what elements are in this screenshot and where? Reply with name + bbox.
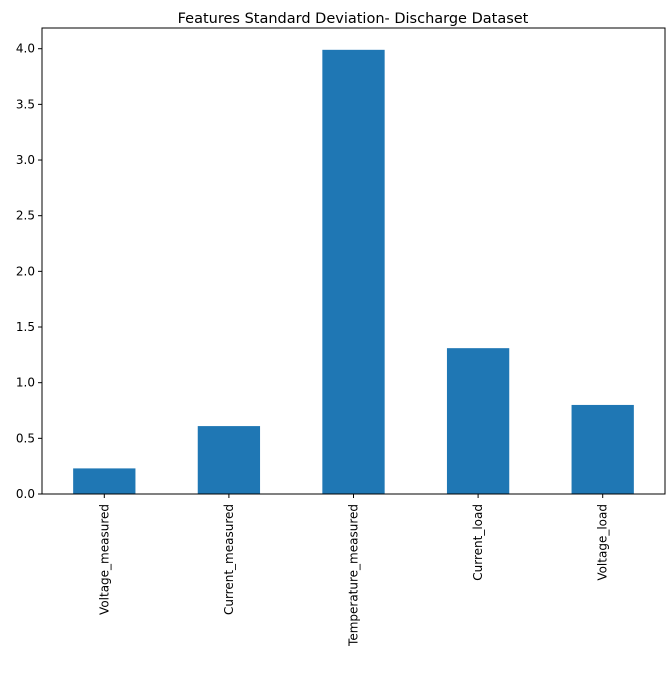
y-tick-label: 0.5	[16, 431, 35, 445]
x-tick-label: Temperature_measured	[347, 504, 361, 647]
bar-current-load	[446, 348, 510, 494]
bar-voltage-measured	[73, 468, 136, 494]
y-tick-label: 2.0	[16, 264, 35, 278]
y-tick-label: 3.0	[16, 153, 35, 167]
y-tick-label: 3.5	[16, 97, 35, 111]
bar-voltage-load	[571, 404, 634, 494]
x-axis: Voltage_measured Current_measured Temperat…	[97, 494, 610, 647]
y-tick-label: 4.0	[16, 42, 35, 56]
bar-current-measured	[197, 426, 261, 494]
x-tick-label: Voltage_load	[596, 504, 610, 581]
chart-title: Features Standard Deviation- Discharge D…	[178, 11, 529, 27]
y-tick-label: 1.0	[16, 376, 35, 390]
bars-group	[73, 49, 634, 494]
x-tick-label: Voltage_measured	[97, 504, 111, 615]
y-axis: 0.0 0.5 1.0 1.5 2.0 2.5 3.0 3.5 4.0	[16, 42, 42, 501]
x-tick-label: Current_measured	[222, 504, 236, 615]
y-tick-label: 0.0	[16, 487, 35, 501]
y-tick-label: 1.5	[16, 320, 35, 334]
y-tick-label: 2.5	[16, 209, 35, 223]
plot-frame	[41, 27, 666, 495]
x-tick-label: Current_load	[471, 504, 485, 581]
bar-temperature-measured	[322, 49, 385, 494]
